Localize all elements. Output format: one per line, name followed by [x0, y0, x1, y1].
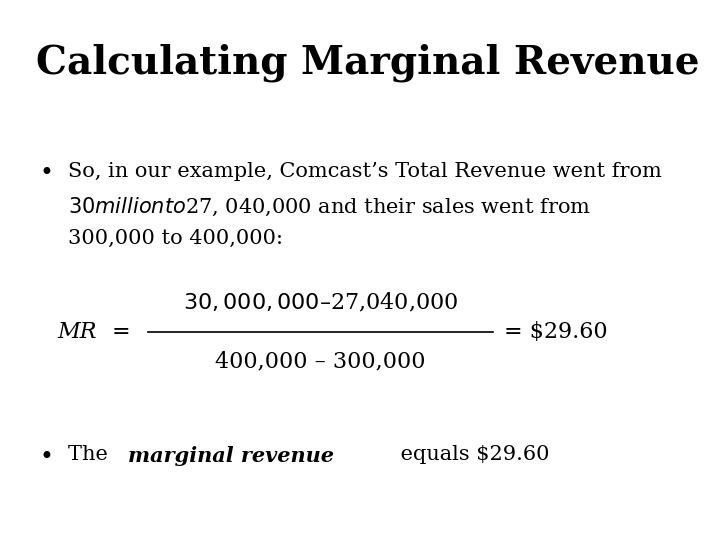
Text: 300,000 to 400,000:: 300,000 to 400,000:: [68, 229, 284, 248]
Text: =: =: [112, 321, 130, 343]
Text: MR: MR: [58, 321, 97, 343]
Text: marginal revenue: marginal revenue: [128, 446, 334, 465]
Text: •: •: [40, 446, 53, 469]
Text: The: The: [68, 446, 115, 464]
Text: $30,000,000 – $27,040,000: $30,000,000 – $27,040,000: [183, 291, 458, 314]
Text: equals $29.60: equals $29.60: [395, 446, 549, 464]
Text: •: •: [40, 162, 53, 185]
Text: 400,000 – 300,000: 400,000 – 300,000: [215, 351, 426, 373]
Text: So, in our example, Comcast’s Total Revenue went from: So, in our example, Comcast’s Total Reve…: [68, 162, 662, 181]
Text: = $29.60: = $29.60: [504, 321, 608, 343]
Text: $30 million to $27, 040,000 and their sales went from: $30 million to $27, 040,000 and their sa…: [68, 195, 591, 218]
Text: Calculating Marginal Revenue: Calculating Marginal Revenue: [36, 43, 700, 82]
